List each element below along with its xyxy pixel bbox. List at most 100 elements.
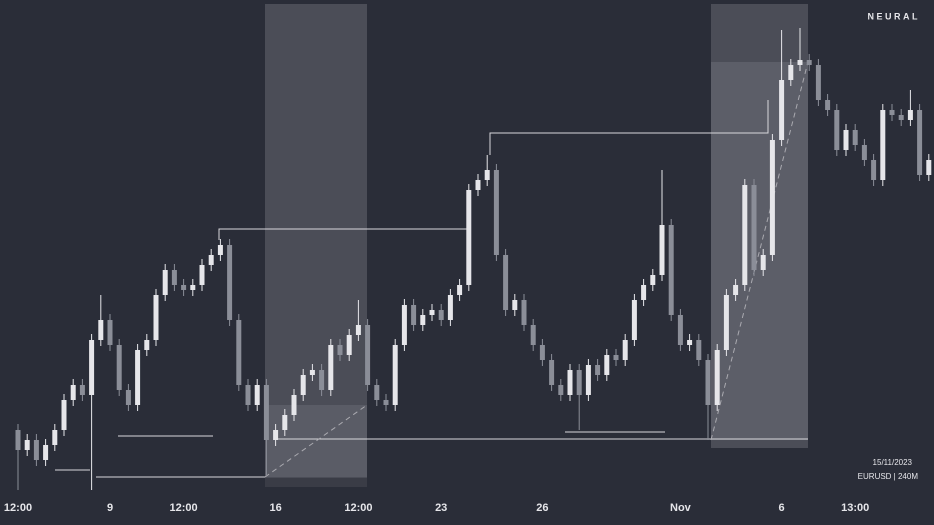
candle-body (153, 295, 159, 340)
candle-body (797, 60, 803, 65)
trend-line (710, 61, 809, 441)
candle-body (484, 170, 490, 180)
x-tick-label: 6 (779, 502, 785, 514)
candle-body (263, 385, 269, 440)
candle-body (788, 65, 794, 80)
candle-body (834, 110, 840, 150)
candle-body (181, 285, 187, 290)
candle-body (392, 345, 398, 405)
candle-body (61, 400, 67, 430)
candle-body (871, 160, 877, 180)
candle-body (576, 370, 582, 395)
x-axis: 12:00 9 12:00 16 12:00 23 26 Nov 6 13:00 (4, 502, 869, 514)
candle-body (705, 360, 711, 405)
candle-body (319, 370, 325, 390)
zone-box (265, 478, 367, 487)
candle-body (585, 365, 591, 395)
candle-body (917, 110, 923, 175)
symbol-label: EURUSD | 240M (858, 472, 919, 481)
candle-body (595, 365, 601, 375)
candle-body (383, 400, 389, 405)
x-tick-label: 9 (107, 502, 113, 514)
candle-body (512, 300, 518, 310)
candle-body (843, 130, 849, 150)
candle-body (567, 370, 573, 395)
candle-body (760, 255, 766, 270)
candle-body (539, 345, 545, 360)
date-label: 15/11/2023 (873, 458, 913, 467)
candle-body (328, 345, 334, 390)
candle-body (742, 185, 748, 285)
candle-body (337, 345, 343, 355)
candle-body (199, 265, 205, 285)
level-line (489, 100, 769, 155)
x-tick-label: 13:00 (841, 502, 869, 514)
candle-body (355, 325, 361, 335)
candle-body (217, 245, 223, 255)
candle-body (622, 340, 628, 360)
candle-body (162, 270, 168, 295)
candle-body (245, 385, 251, 405)
x-tick-label: 12:00 (170, 502, 198, 514)
candle-body (907, 110, 913, 120)
candle-body (493, 170, 499, 255)
candle-body (677, 315, 683, 345)
candle-body (401, 305, 407, 345)
candle-body (125, 390, 131, 405)
candle-body (604, 355, 610, 375)
candle-body (880, 110, 886, 180)
candle-body (806, 60, 812, 65)
candle-body (733, 285, 739, 295)
candle-body (521, 300, 527, 325)
candle-body (641, 285, 647, 300)
candle-body (291, 395, 297, 415)
candle-body (171, 270, 177, 285)
candles (15, 28, 932, 490)
x-tick-label: 16 (269, 502, 281, 514)
candle-body (889, 110, 895, 115)
x-tick-label: 23 (435, 502, 447, 514)
candle-body (825, 100, 831, 110)
candle-body (714, 350, 720, 405)
candle-body (779, 80, 785, 140)
candle-body (52, 430, 58, 445)
candle-body (309, 370, 315, 375)
candle-body (190, 285, 196, 290)
x-tick-label: 12:00 (344, 502, 372, 514)
candle-body (420, 315, 426, 325)
candle-body (926, 160, 932, 175)
candle-body (438, 310, 444, 320)
candle-body (98, 320, 104, 340)
candle-body (79, 385, 85, 395)
candle-body (447, 295, 453, 320)
candle-body (549, 360, 555, 385)
candle-body (346, 335, 352, 355)
candle-body (475, 180, 481, 190)
zone-box (265, 4, 367, 478)
candle-body (558, 385, 564, 395)
candle-body (15, 430, 21, 450)
candle-body (70, 385, 76, 400)
candle-body (208, 255, 214, 265)
candle-body (282, 415, 288, 430)
candle-body (631, 300, 637, 340)
candle-body (457, 285, 463, 295)
x-tick-label: 26 (536, 502, 548, 514)
candle-body (852, 130, 858, 145)
candle-body (411, 305, 417, 325)
candle-body (898, 115, 904, 120)
candle-body (751, 185, 757, 270)
candle-body (769, 140, 775, 255)
candle-body (107, 320, 113, 345)
x-tick-label: 12:00 (4, 502, 32, 514)
candle-body (254, 385, 260, 405)
candle-body (116, 345, 122, 390)
x-tick-label: Nov (670, 502, 692, 514)
annotations (55, 61, 809, 478)
candle-body (659, 225, 665, 275)
candle-body (429, 310, 435, 315)
candle-body (668, 225, 674, 315)
watermark: NEURAL (868, 11, 921, 21)
candle-body (723, 295, 729, 350)
